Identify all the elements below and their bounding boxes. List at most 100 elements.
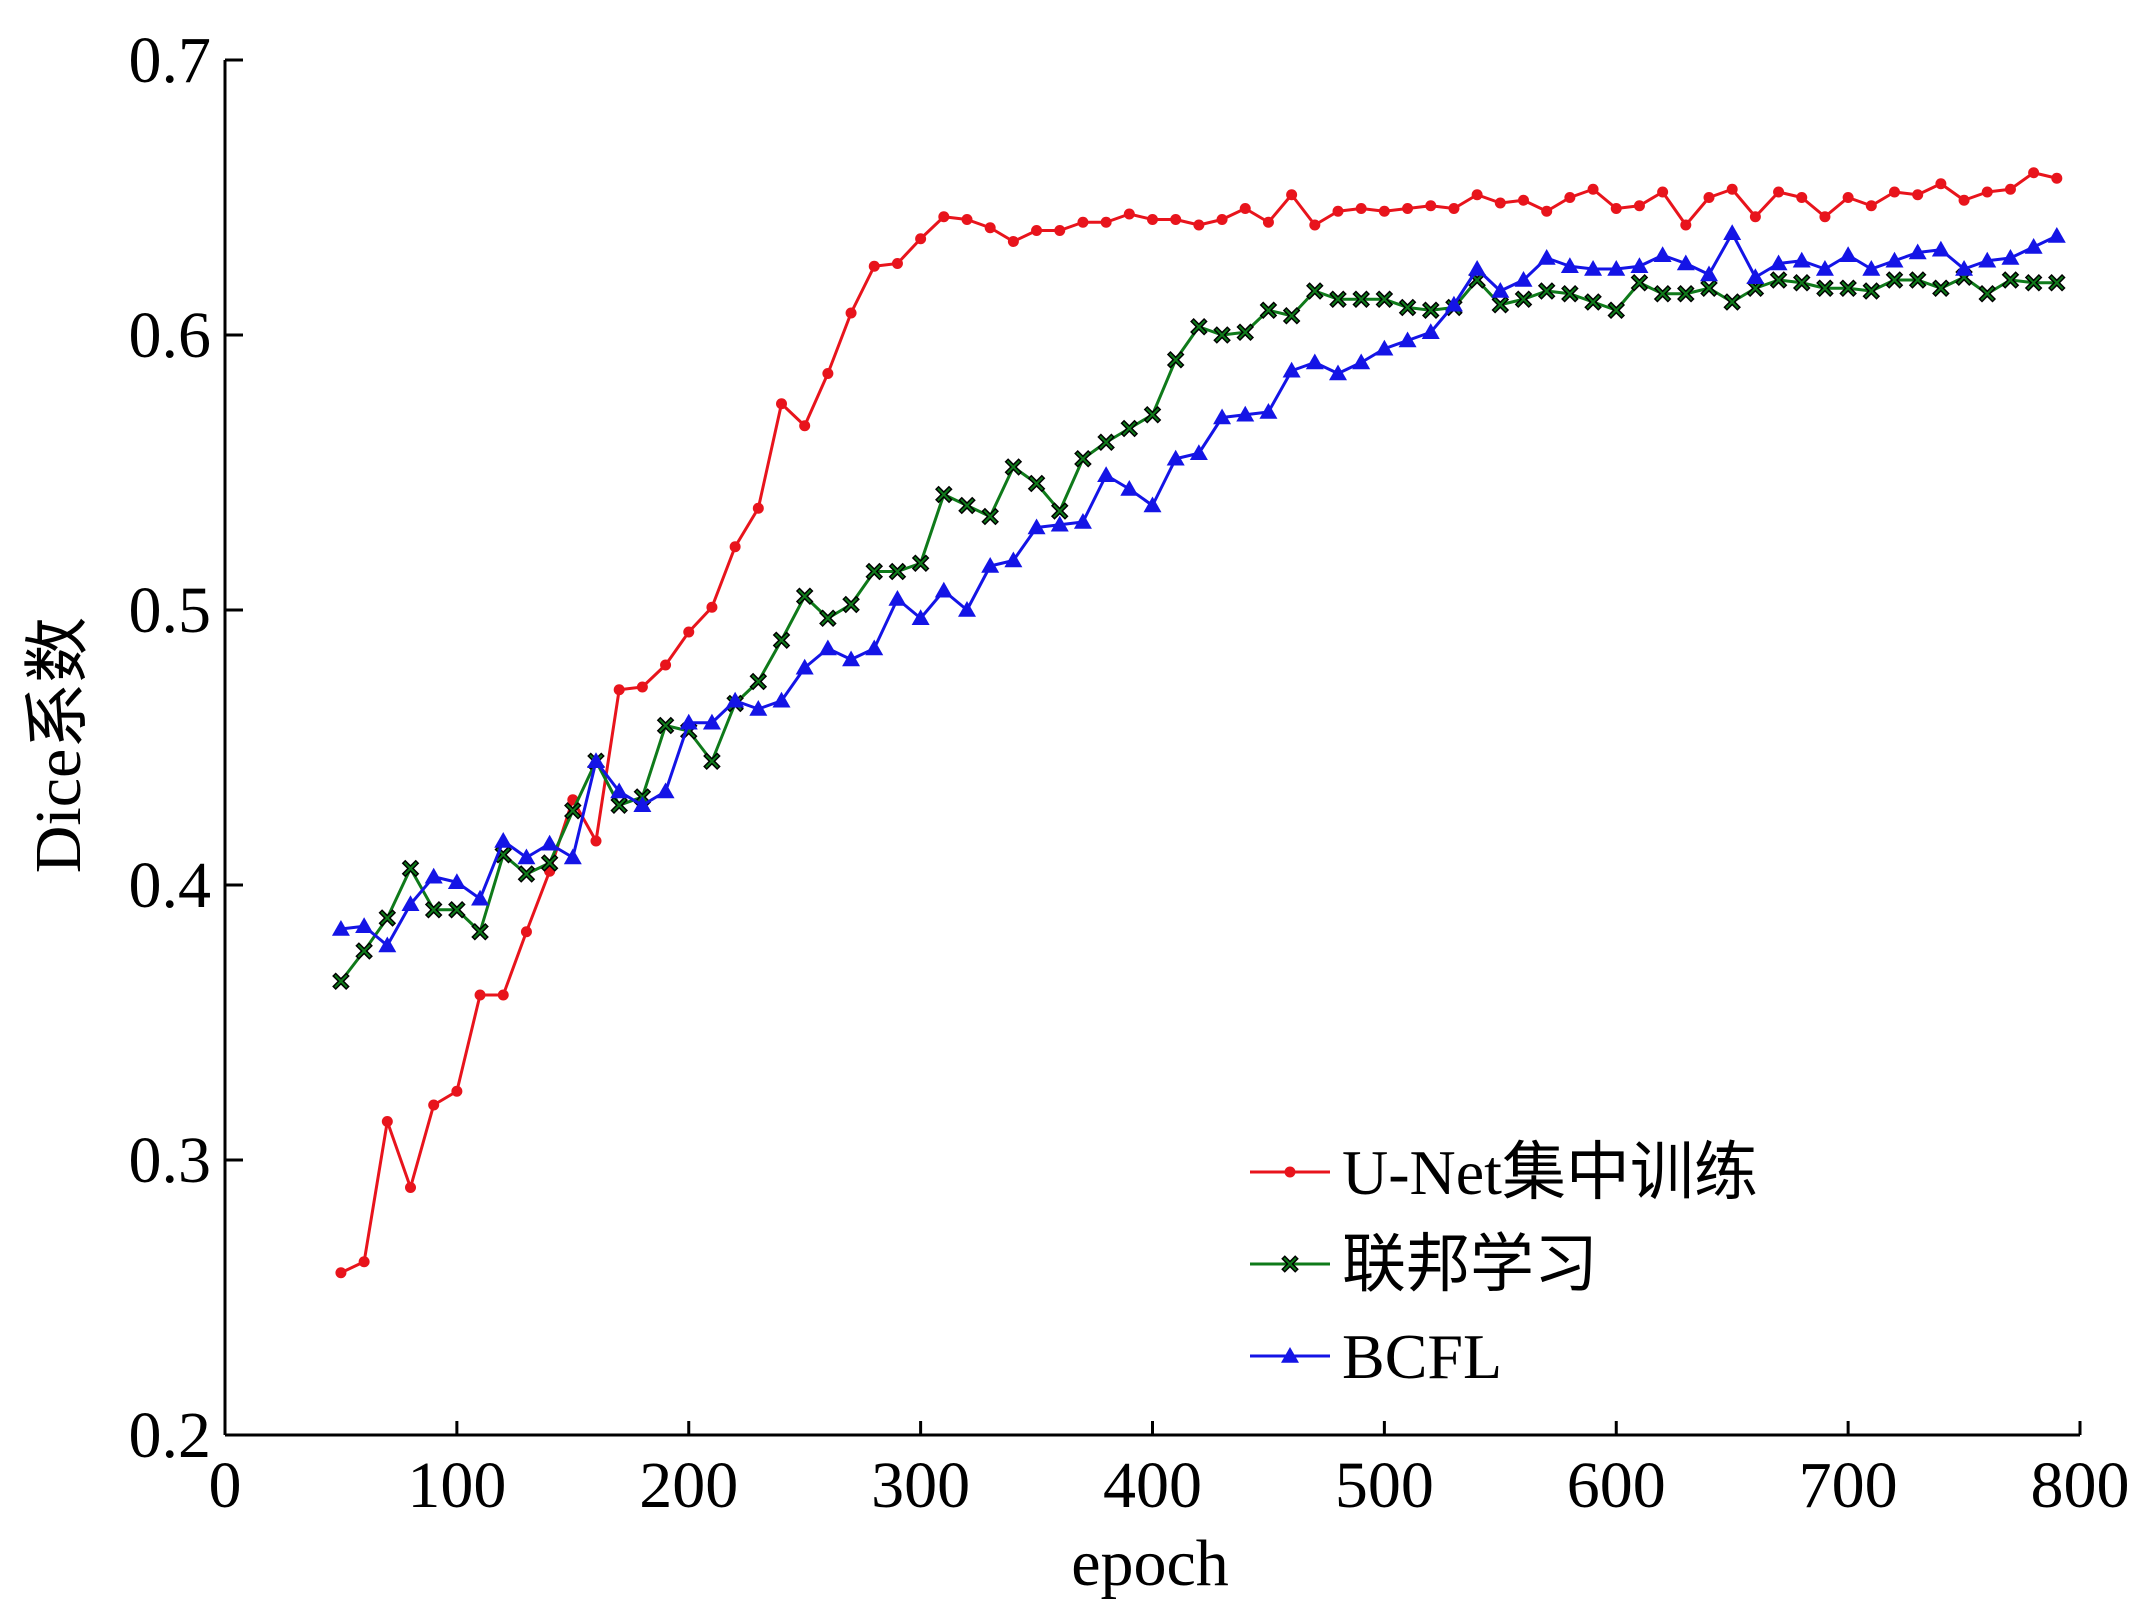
data-point bbox=[1560, 257, 1579, 273]
data-point bbox=[633, 796, 652, 812]
data-point bbox=[1978, 251, 1997, 268]
x-tick-label: 500 bbox=[1335, 1449, 1434, 1522]
data-point bbox=[1189, 444, 1208, 460]
data-point bbox=[1746, 268, 1765, 284]
data-point bbox=[1842, 192, 1854, 203]
data-point bbox=[772, 631, 791, 650]
data-point bbox=[865, 562, 884, 581]
data-point bbox=[1889, 186, 1900, 198]
data-point bbox=[1282, 361, 1301, 378]
data-point bbox=[911, 554, 930, 573]
data-point bbox=[1375, 339, 1394, 356]
legend-marker bbox=[1284, 1166, 1296, 1178]
data-point bbox=[1166, 350, 1185, 369]
data-point bbox=[1448, 203, 1460, 214]
data-point bbox=[842, 650, 861, 667]
legend-item: BCFL bbox=[1250, 1321, 1502, 1392]
data-point bbox=[355, 917, 374, 933]
data-point bbox=[1958, 194, 1970, 206]
data-point bbox=[935, 485, 953, 504]
data-point bbox=[1935, 178, 1947, 190]
data-point bbox=[2004, 183, 2016, 195]
data-point bbox=[1147, 214, 1158, 225]
data-point bbox=[1239, 203, 1251, 214]
data-point bbox=[679, 713, 698, 730]
data-point bbox=[405, 1182, 416, 1193]
legend-marker bbox=[1281, 1255, 1299, 1273]
data-point bbox=[1332, 205, 1344, 217]
data-point bbox=[335, 1267, 347, 1279]
data-point bbox=[378, 936, 397, 953]
data-point bbox=[1286, 189, 1298, 201]
x-tick-label: 700 bbox=[1799, 1449, 1898, 1522]
data-point bbox=[474, 989, 486, 1001]
data-point bbox=[2024, 238, 2043, 254]
data-point bbox=[1166, 449, 1185, 466]
data-point bbox=[1931, 240, 1950, 257]
y-tick-label: 0.2 bbox=[129, 1399, 212, 1472]
data-point bbox=[471, 889, 490, 906]
series-1 bbox=[335, 167, 2063, 1279]
data-point bbox=[1282, 306, 1301, 325]
legend-item: U-Net集中训练 bbox=[1250, 1137, 1758, 1208]
data-point bbox=[1054, 225, 1066, 236]
data-point bbox=[1677, 284, 1695, 303]
data-point bbox=[1143, 496, 1162, 513]
data-point bbox=[818, 639, 837, 656]
data-point bbox=[610, 782, 629, 799]
data-point bbox=[1236, 405, 1255, 422]
data-point bbox=[1885, 271, 1904, 289]
data-point bbox=[1329, 290, 1347, 309]
data-point bbox=[1421, 301, 1440, 320]
data-point bbox=[1541, 205, 1553, 217]
data-point bbox=[1378, 205, 1390, 217]
data-point bbox=[1816, 279, 1834, 298]
data-point bbox=[1839, 246, 1858, 262]
data-point bbox=[776, 398, 787, 410]
data-point bbox=[332, 972, 350, 991]
data-point bbox=[1491, 295, 1510, 314]
data-point bbox=[656, 716, 675, 735]
data-point bbox=[938, 211, 950, 223]
data-point bbox=[819, 609, 837, 628]
data-point bbox=[424, 867, 443, 884]
data-point bbox=[1444, 295, 1463, 312]
y-tick-label: 0.3 bbox=[129, 1124, 212, 1197]
data-point bbox=[1981, 186, 1993, 198]
data-point bbox=[1027, 518, 1046, 535]
data-point bbox=[1262, 216, 1274, 228]
y-tick-label: 0.7 bbox=[129, 24, 212, 97]
data-point bbox=[401, 895, 420, 911]
data-point bbox=[845, 307, 857, 319]
data-point bbox=[1700, 265, 1718, 282]
data-point bbox=[1471, 189, 1483, 201]
data-point bbox=[1073, 513, 1092, 529]
data-point bbox=[1050, 502, 1069, 520]
data-point bbox=[355, 942, 373, 960]
data-point bbox=[868, 260, 880, 272]
data-point bbox=[378, 909, 397, 927]
data-point bbox=[1862, 282, 1881, 300]
data-point bbox=[563, 848, 582, 865]
data-point bbox=[799, 420, 811, 432]
data-point bbox=[1657, 186, 1669, 198]
data-point bbox=[1723, 293, 1741, 311]
data-point bbox=[471, 922, 489, 941]
data-point bbox=[1514, 290, 1533, 309]
y-tick-label: 0.5 bbox=[129, 574, 212, 647]
data-point bbox=[1097, 433, 1115, 452]
data-point bbox=[1120, 480, 1139, 496]
data-point bbox=[428, 1099, 440, 1111]
data-point bbox=[2051, 172, 2063, 184]
data-point bbox=[1723, 224, 1742, 240]
data-point bbox=[1259, 403, 1278, 419]
data-point bbox=[1584, 293, 1602, 311]
data-point bbox=[1398, 298, 1417, 317]
data-point bbox=[1306, 282, 1324, 300]
data-point bbox=[1074, 449, 1092, 468]
data-point bbox=[656, 782, 675, 799]
data-point bbox=[1792, 251, 1811, 268]
data-point bbox=[447, 873, 466, 889]
data-point bbox=[610, 796, 628, 815]
